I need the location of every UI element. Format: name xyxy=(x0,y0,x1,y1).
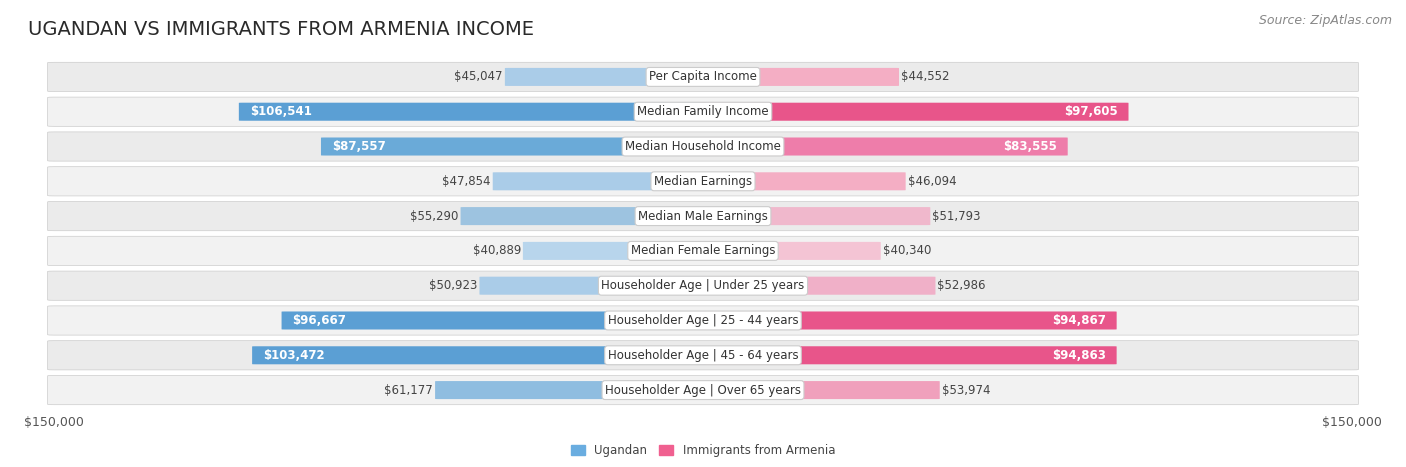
Text: $94,867: $94,867 xyxy=(1052,314,1105,327)
FancyBboxPatch shape xyxy=(48,271,1358,300)
Text: $50,923: $50,923 xyxy=(429,279,478,292)
FancyBboxPatch shape xyxy=(48,132,1358,161)
FancyBboxPatch shape xyxy=(700,311,1116,330)
FancyBboxPatch shape xyxy=(700,172,905,191)
Text: Median Household Income: Median Household Income xyxy=(626,140,780,153)
Text: $44,552: $44,552 xyxy=(901,71,949,84)
Text: $45,047: $45,047 xyxy=(454,71,503,84)
Text: Per Capita Income: Per Capita Income xyxy=(650,71,756,84)
FancyBboxPatch shape xyxy=(252,346,706,364)
Text: $51,793: $51,793 xyxy=(932,210,981,223)
FancyBboxPatch shape xyxy=(700,207,931,225)
FancyBboxPatch shape xyxy=(281,311,706,330)
FancyBboxPatch shape xyxy=(700,137,1067,156)
Text: $106,541: $106,541 xyxy=(250,105,312,118)
Text: Householder Age | 45 - 64 years: Householder Age | 45 - 64 years xyxy=(607,349,799,362)
Legend: Ugandan, Immigrants from Armenia: Ugandan, Immigrants from Armenia xyxy=(567,439,839,462)
Text: Median Female Earnings: Median Female Earnings xyxy=(631,244,775,257)
Text: $52,986: $52,986 xyxy=(938,279,986,292)
Text: $40,340: $40,340 xyxy=(883,244,931,257)
FancyBboxPatch shape xyxy=(505,68,706,86)
Text: $47,854: $47,854 xyxy=(443,175,491,188)
FancyBboxPatch shape xyxy=(321,137,706,156)
FancyBboxPatch shape xyxy=(700,242,880,260)
FancyBboxPatch shape xyxy=(239,103,706,121)
FancyBboxPatch shape xyxy=(700,68,898,86)
Text: UGANDAN VS IMMIGRANTS FROM ARMENIA INCOME: UGANDAN VS IMMIGRANTS FROM ARMENIA INCOM… xyxy=(28,20,534,39)
Text: $96,667: $96,667 xyxy=(292,314,346,327)
FancyBboxPatch shape xyxy=(48,306,1358,335)
FancyBboxPatch shape xyxy=(48,201,1358,231)
Text: Householder Age | Over 65 years: Householder Age | Over 65 years xyxy=(605,383,801,396)
FancyBboxPatch shape xyxy=(700,103,1129,121)
Text: $97,605: $97,605 xyxy=(1064,105,1118,118)
Text: $61,177: $61,177 xyxy=(384,383,433,396)
Text: $53,974: $53,974 xyxy=(942,383,990,396)
FancyBboxPatch shape xyxy=(48,340,1358,370)
Text: Source: ZipAtlas.com: Source: ZipAtlas.com xyxy=(1258,14,1392,27)
FancyBboxPatch shape xyxy=(461,207,706,225)
FancyBboxPatch shape xyxy=(492,172,706,191)
Text: $40,889: $40,889 xyxy=(472,244,520,257)
Text: Householder Age | Under 25 years: Householder Age | Under 25 years xyxy=(602,279,804,292)
Text: Median Male Earnings: Median Male Earnings xyxy=(638,210,768,223)
FancyBboxPatch shape xyxy=(700,346,1116,364)
Text: $46,094: $46,094 xyxy=(908,175,956,188)
FancyBboxPatch shape xyxy=(48,236,1358,266)
Text: $55,290: $55,290 xyxy=(411,210,458,223)
Text: $94,863: $94,863 xyxy=(1052,349,1105,362)
Text: Median Earnings: Median Earnings xyxy=(654,175,752,188)
FancyBboxPatch shape xyxy=(48,167,1358,196)
FancyBboxPatch shape xyxy=(48,62,1358,92)
Text: $83,555: $83,555 xyxy=(1002,140,1057,153)
Text: $87,557: $87,557 xyxy=(332,140,385,153)
Text: Householder Age | 25 - 44 years: Householder Age | 25 - 44 years xyxy=(607,314,799,327)
FancyBboxPatch shape xyxy=(700,381,939,399)
FancyBboxPatch shape xyxy=(523,242,706,260)
FancyBboxPatch shape xyxy=(700,276,935,295)
FancyBboxPatch shape xyxy=(479,276,706,295)
Text: $103,472: $103,472 xyxy=(263,349,325,362)
Text: Median Family Income: Median Family Income xyxy=(637,105,769,118)
FancyBboxPatch shape xyxy=(48,375,1358,405)
FancyBboxPatch shape xyxy=(48,97,1358,127)
FancyBboxPatch shape xyxy=(434,381,706,399)
